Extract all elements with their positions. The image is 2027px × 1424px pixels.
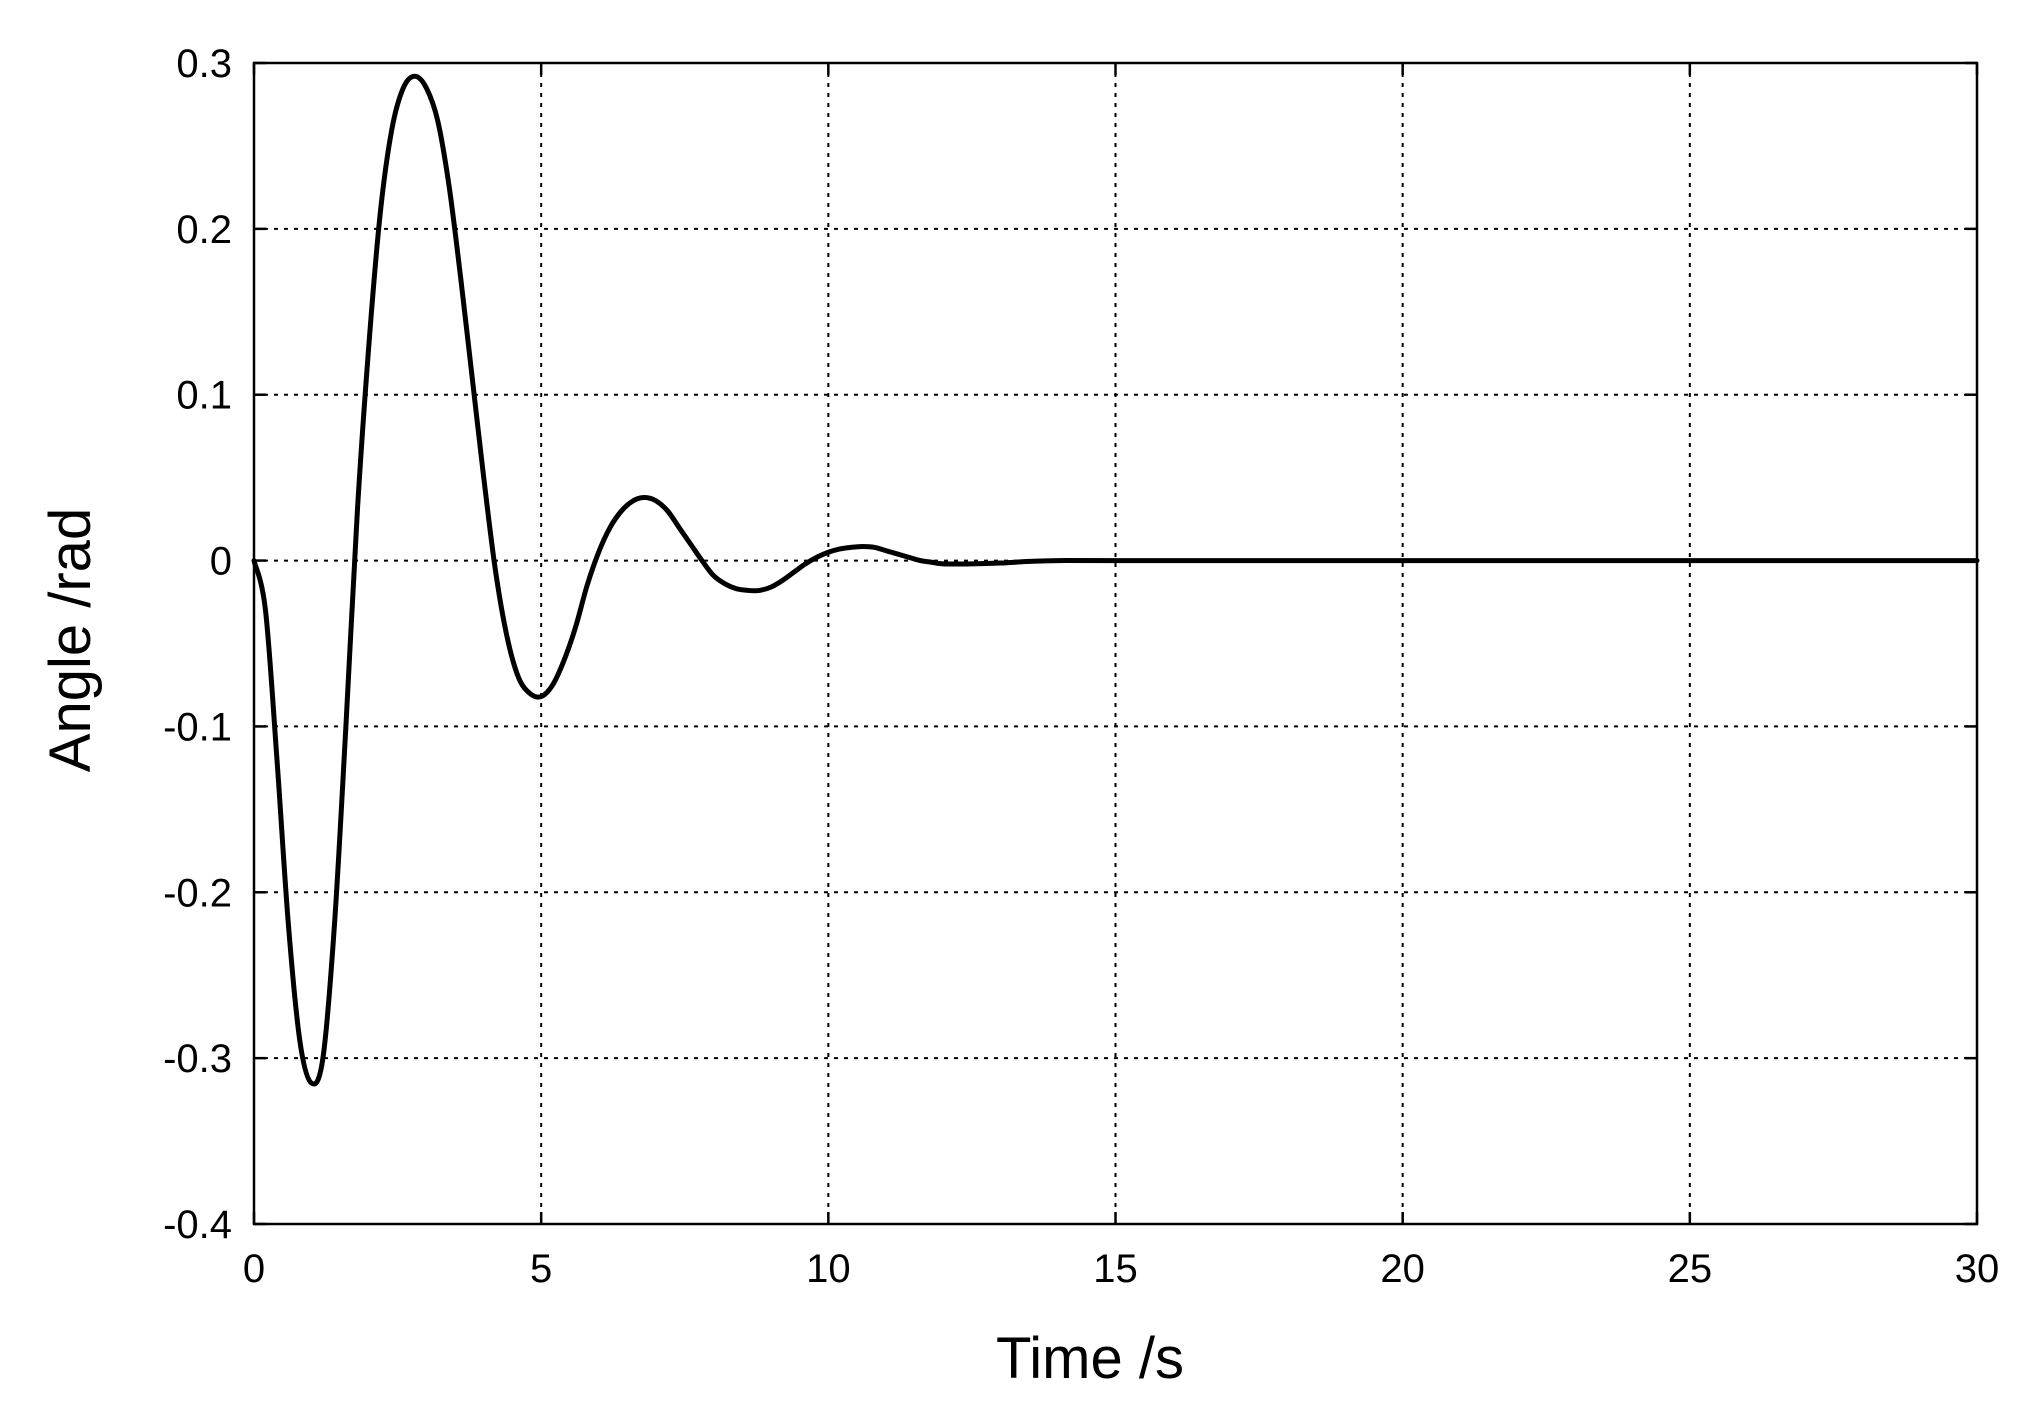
x-axis-label: Time /s [996,1326,1184,1391]
x-tick-labels: 0 5 10 15 20 25 30 [243,1247,1999,1291]
y-tick-label: 0.3 [176,42,232,86]
series-line [251,73,1980,1087]
y-tick-labels: -0.4 -0.3 -0.2 -0.1 0 0.1 0.2 0.3 [163,42,232,1247]
y-tick-label: 0 [210,540,232,584]
x-tick-label: 20 [1380,1247,1425,1291]
x-tick-label: 30 [1955,1247,2000,1291]
x-tick-label: 5 [530,1247,552,1291]
y-axis-label: Angle /rad [38,508,103,772]
y-tick-label: -0.4 [163,1203,232,1247]
x-tick-label: 10 [806,1247,851,1291]
y-tick-label: 0.2 [176,208,232,252]
grid [254,63,1977,1224]
y-tick-label: -0.3 [163,1037,232,1081]
x-tick-label: 15 [1093,1247,1138,1291]
y-tick-label: 0.1 [176,374,232,418]
x-tick-label: 25 [1668,1247,1713,1291]
plot-frame [252,61,1979,1226]
y-tick-label: -0.1 [163,705,232,749]
x-tick-label: 0 [243,1247,265,1291]
y-tick-label: -0.2 [163,871,232,915]
